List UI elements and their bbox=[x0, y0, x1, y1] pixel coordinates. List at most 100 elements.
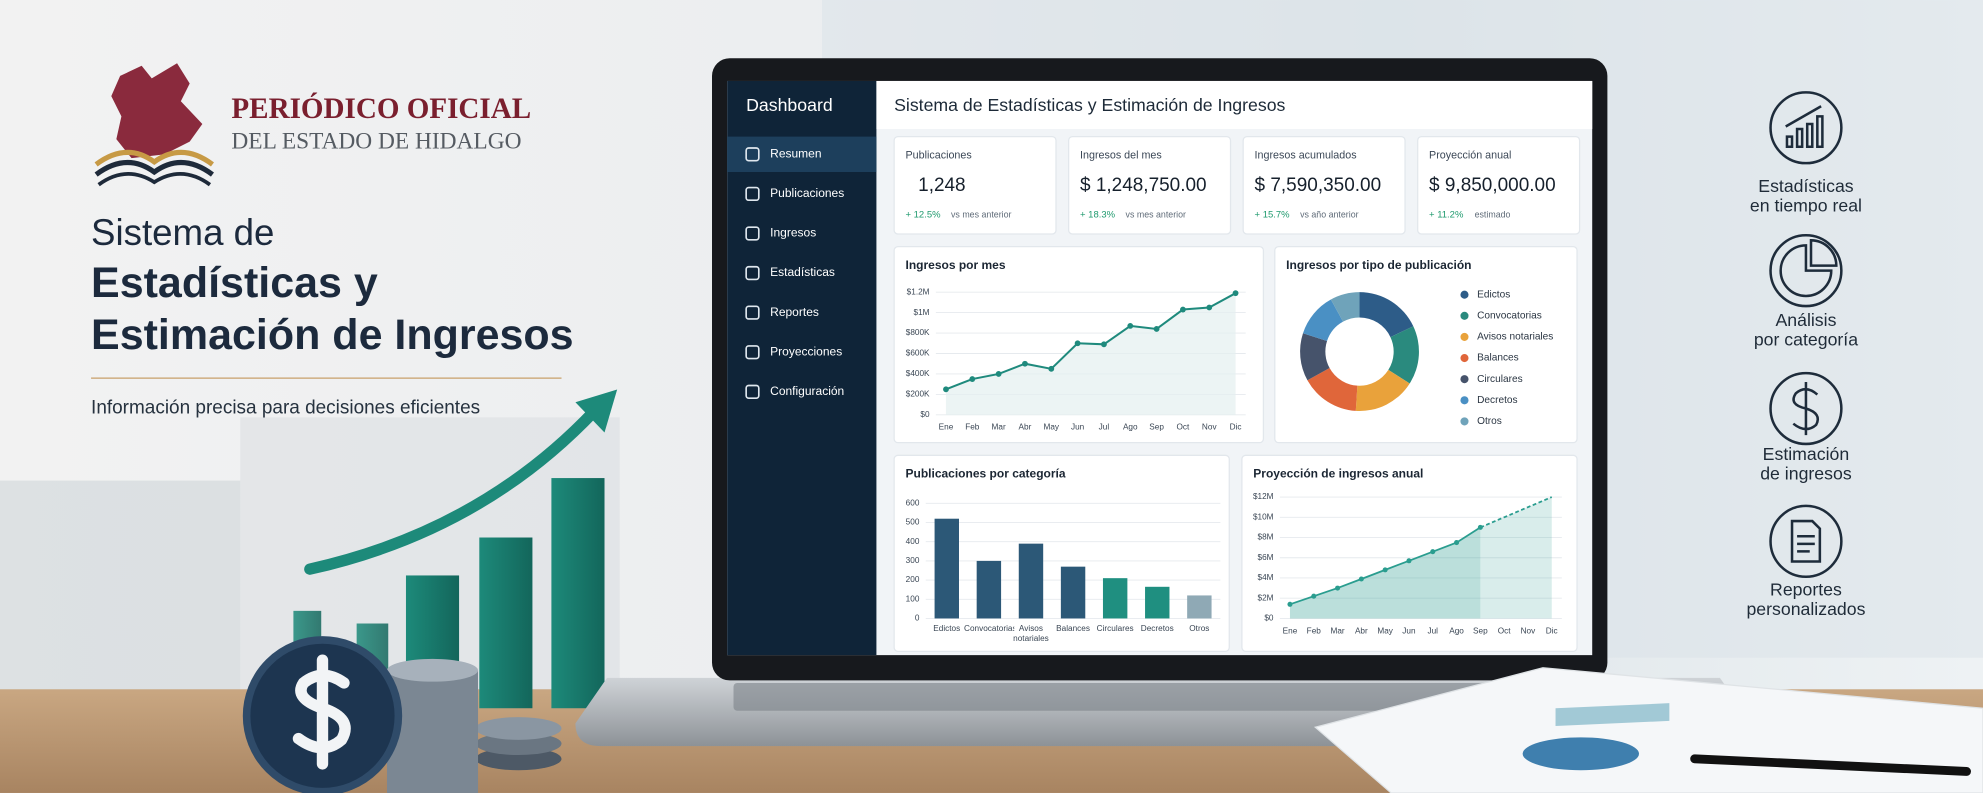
x-tick-label: Mar bbox=[1330, 626, 1344, 635]
coin-stack bbox=[386, 658, 479, 682]
kpi-change: + 11.2% bbox=[1429, 210, 1464, 221]
feature-label: Estadísticas bbox=[1758, 176, 1854, 196]
chart-card bbox=[1241, 454, 1578, 652]
x-tick-label: Convocatorias bbox=[964, 624, 1014, 634]
area-line bbox=[1480, 496, 1553, 529]
feature-icon bbox=[1769, 91, 1843, 165]
sidebar-item[interactable]: Configuración bbox=[770, 384, 844, 398]
x-tick-label: May bbox=[1377, 626, 1393, 635]
legend-label: Balances bbox=[1477, 353, 1519, 364]
y-tick-label: 0 bbox=[915, 614, 920, 623]
feature-icon bbox=[1769, 371, 1843, 446]
x-tick-label: Circulares bbox=[1096, 624, 1134, 634]
sidebar-item[interactable]: Publicaciones bbox=[770, 186, 844, 200]
area-point bbox=[1406, 558, 1412, 564]
x-tick-label: Otros bbox=[1189, 624, 1210, 634]
legend-swatch bbox=[1460, 290, 1469, 299]
sidebar-item[interactable]: Resumen bbox=[770, 146, 821, 160]
x-tick-label-box: Edictos bbox=[933, 624, 961, 634]
x-tick-label: Nov bbox=[1521, 626, 1537, 635]
sidebar-active bbox=[727, 136, 877, 173]
y-tick-label: 400 bbox=[906, 537, 920, 546]
x-tick-label: Jul bbox=[1427, 626, 1438, 635]
legend-swatch bbox=[1460, 375, 1469, 384]
bar bbox=[1145, 586, 1170, 619]
area-point bbox=[1358, 576, 1364, 582]
sidebar-icon bbox=[745, 305, 760, 320]
line-point bbox=[969, 376, 976, 382]
sidebar-item[interactable]: Reportes bbox=[770, 305, 819, 319]
x-tick-label: Decretos bbox=[1140, 624, 1174, 634]
x-tick-label-box: Balances bbox=[1056, 624, 1090, 634]
legend-swatch bbox=[1460, 311, 1469, 320]
line-point bbox=[1153, 326, 1160, 332]
y-tick-label: 100 bbox=[906, 594, 920, 603]
y-tick-label: $8M bbox=[1258, 533, 1274, 542]
feature-icon bbox=[1785, 105, 1824, 148]
kpi-card bbox=[1242, 135, 1406, 235]
area-point bbox=[1382, 567, 1388, 573]
y-tick-label: $1.2M bbox=[907, 287, 930, 296]
hero-title: Estimación de Ingresos bbox=[91, 311, 574, 359]
building bbox=[0, 480, 241, 709]
logo-map bbox=[111, 63, 203, 159]
x-tick-label: Balances bbox=[1056, 624, 1090, 634]
sidebar-item[interactable]: Ingresos bbox=[770, 226, 816, 240]
sidebar-item[interactable]: Proyecciones bbox=[770, 344, 842, 358]
bar bbox=[1018, 543, 1044, 619]
line bbox=[945, 292, 1237, 391]
kpi-label: Proyección anual bbox=[1429, 149, 1511, 161]
kpi-note: vs mes anterior bbox=[1126, 209, 1187, 219]
kpi-label: Ingresos del mes bbox=[1080, 149, 1162, 161]
kpi-note: vs mes anterior bbox=[951, 209, 1012, 219]
kpi-value: $ 9,850,000.00 bbox=[1429, 175, 1556, 196]
y-tick-label: $4M bbox=[1258, 573, 1274, 582]
x-tick-label-box: Otros bbox=[1189, 624, 1210, 634]
area-point bbox=[1430, 549, 1436, 555]
sidebar-icon bbox=[745, 265, 760, 281]
x-tick-label: Feb bbox=[965, 423, 980, 432]
kpi-change: + 15.7% bbox=[1255, 210, 1291, 221]
deco-arrow bbox=[304, 405, 601, 575]
x-tick-label: Edictos bbox=[933, 624, 961, 634]
kpi-note: vs año anterior bbox=[1300, 209, 1359, 219]
chart-title: Proyección de ingresos anual bbox=[1253, 466, 1423, 480]
line-area bbox=[945, 293, 1236, 415]
feature-label: personalizados bbox=[1746, 599, 1865, 619]
kpi-card bbox=[893, 135, 1057, 235]
line-point bbox=[1022, 360, 1028, 367]
y-tick-label: $10M bbox=[1253, 512, 1274, 521]
legend-label: Circulares bbox=[1477, 374, 1523, 385]
bar bbox=[976, 560, 1002, 619]
logo-title: PERIÓDICO OFICIAL bbox=[231, 92, 531, 125]
line-point bbox=[1048, 365, 1055, 372]
kpi-note: estimado bbox=[1475, 209, 1511, 219]
x-tick-label: Ago bbox=[1123, 423, 1138, 432]
feature-icon bbox=[1769, 504, 1843, 578]
feature-icons bbox=[1769, 91, 1843, 578]
kpi-card bbox=[1417, 135, 1581, 235]
feature-label: de ingresos bbox=[1760, 464, 1852, 484]
kpi-change: + 12.5% bbox=[906, 210, 942, 221]
y-tick-label: $0 bbox=[920, 410, 930, 419]
x-tick-label: Sep bbox=[1473, 626, 1488, 635]
legend-label: Edictos bbox=[1477, 289, 1510, 300]
chart-title: Publicaciones por categoría bbox=[906, 466, 1066, 480]
y-tick-label: $200K bbox=[906, 390, 930, 399]
y-tick-label: 500 bbox=[906, 518, 920, 527]
donut-slice bbox=[1330, 292, 1360, 322]
sidebar bbox=[727, 80, 877, 656]
x-tick-label: Ene bbox=[939, 423, 954, 432]
bar bbox=[1060, 566, 1086, 619]
sidebar-item[interactable]: Estadísticas bbox=[770, 265, 835, 279]
area-fill bbox=[1480, 497, 1552, 619]
sidebar-icon bbox=[745, 226, 760, 241]
y-tick-label: $6M bbox=[1258, 553, 1274, 562]
x-tick-label-box: Decretos bbox=[1140, 624, 1174, 634]
legend-swatch bbox=[1460, 417, 1469, 426]
coin-stack bbox=[386, 670, 479, 793]
kpi-change: + 18.3% bbox=[1080, 210, 1116, 221]
x-tick-label: Jun bbox=[1071, 423, 1085, 432]
